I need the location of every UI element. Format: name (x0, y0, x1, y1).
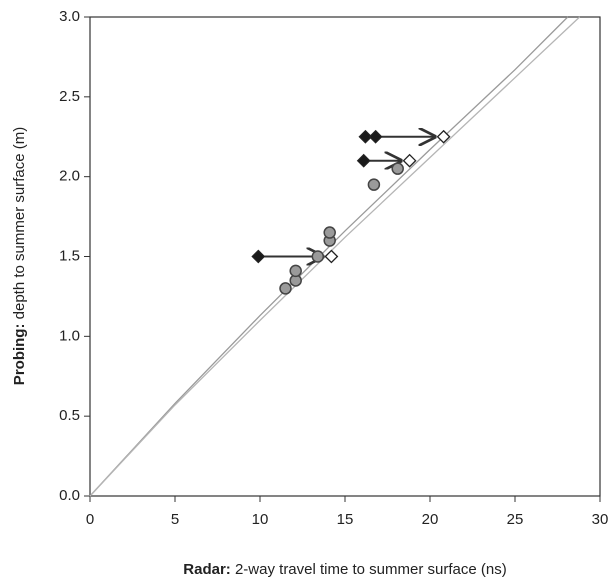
y-tick-label: 0.5 (59, 407, 80, 424)
y-tick-label: 2.5 (59, 88, 80, 105)
x-axis-label: Radar: 2-way travel time to summer surfa… (183, 561, 506, 578)
y-tick-label: 1.5 (59, 247, 80, 264)
y-axis-label: Probing: depth to summer surface (m) (11, 127, 28, 385)
x-tick-label: 20 (422, 511, 439, 528)
y-label-bold: Probing: (11, 324, 28, 386)
y-tick-label: 2.0 (59, 168, 80, 185)
y-tick-label: 0.0 (59, 487, 80, 504)
x-tick-label: 0 (86, 511, 94, 528)
y-label-text: depth to summer surface (m) (11, 127, 28, 320)
circle-point (289, 264, 302, 278)
circle-point (323, 226, 336, 239)
diamond-point (368, 129, 383, 144)
diamond-point (358, 129, 373, 144)
diamond-point (324, 249, 339, 264)
diamond-point (436, 129, 451, 144)
circle-point (279, 282, 292, 295)
fit-line (89, 16, 569, 497)
x-tick-label: 25 (507, 511, 524, 528)
x-tick-label: 15 (337, 511, 354, 528)
y-tick-label: 1.0 (59, 327, 80, 344)
x-tick-label: 30 (592, 511, 609, 528)
plot-frame (89, 16, 601, 497)
x-tick-label: 10 (252, 511, 269, 528)
x-tick-label: 5 (171, 511, 179, 528)
circle-point (311, 250, 325, 263)
diamond-point (356, 153, 371, 168)
diamond-point (251, 249, 266, 264)
diamond-point (402, 153, 417, 168)
circle-point (367, 178, 381, 191)
fit-line (89, 16, 581, 497)
y-tick-label: 3.0 (59, 8, 80, 25)
x-label-bold: Radar: (183, 561, 231, 578)
x-label-text: 2-way travel time to summer surface (ns) (235, 561, 507, 578)
circle-point (391, 162, 404, 175)
